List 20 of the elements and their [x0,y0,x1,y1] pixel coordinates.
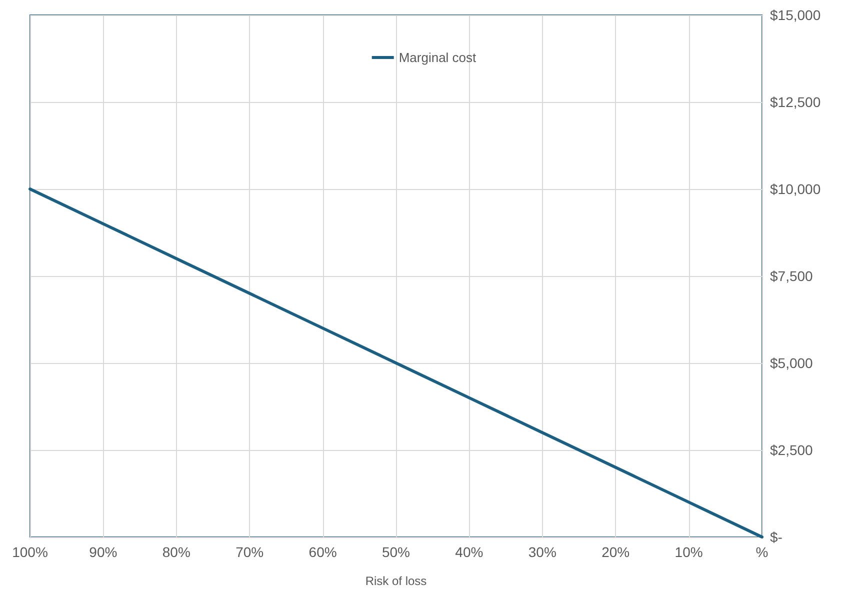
y-tick-label: $7,500 [770,268,814,284]
x-tick-label: 40% [455,544,484,560]
x-tick-label: 80% [162,544,190,560]
y-tick-label: $5,000 [770,355,814,371]
x-tick-label: 10% [674,544,703,560]
x-tick-label: 50% [382,544,410,560]
legend-label: Marginal cost [398,50,477,65]
x-tick-label: 70% [236,544,264,560]
x-tick-label: 20% [602,544,630,560]
x-tick-label: 30% [528,544,556,560]
y-tick-label: $15,000 [770,7,821,23]
x-tick-label: % [756,544,768,560]
x-axis-title: Risk of loss [365,574,427,588]
y-tick-label: $10,000 [770,181,821,197]
x-tick-label: 100% [12,544,48,560]
y-tick-label: $2,500 [770,442,814,458]
x-tick-label: 90% [89,544,118,560]
x-tick-label: 60% [308,544,337,560]
y-tick-label: $12,500 [770,94,821,110]
y-tick-label: $- [770,529,783,545]
